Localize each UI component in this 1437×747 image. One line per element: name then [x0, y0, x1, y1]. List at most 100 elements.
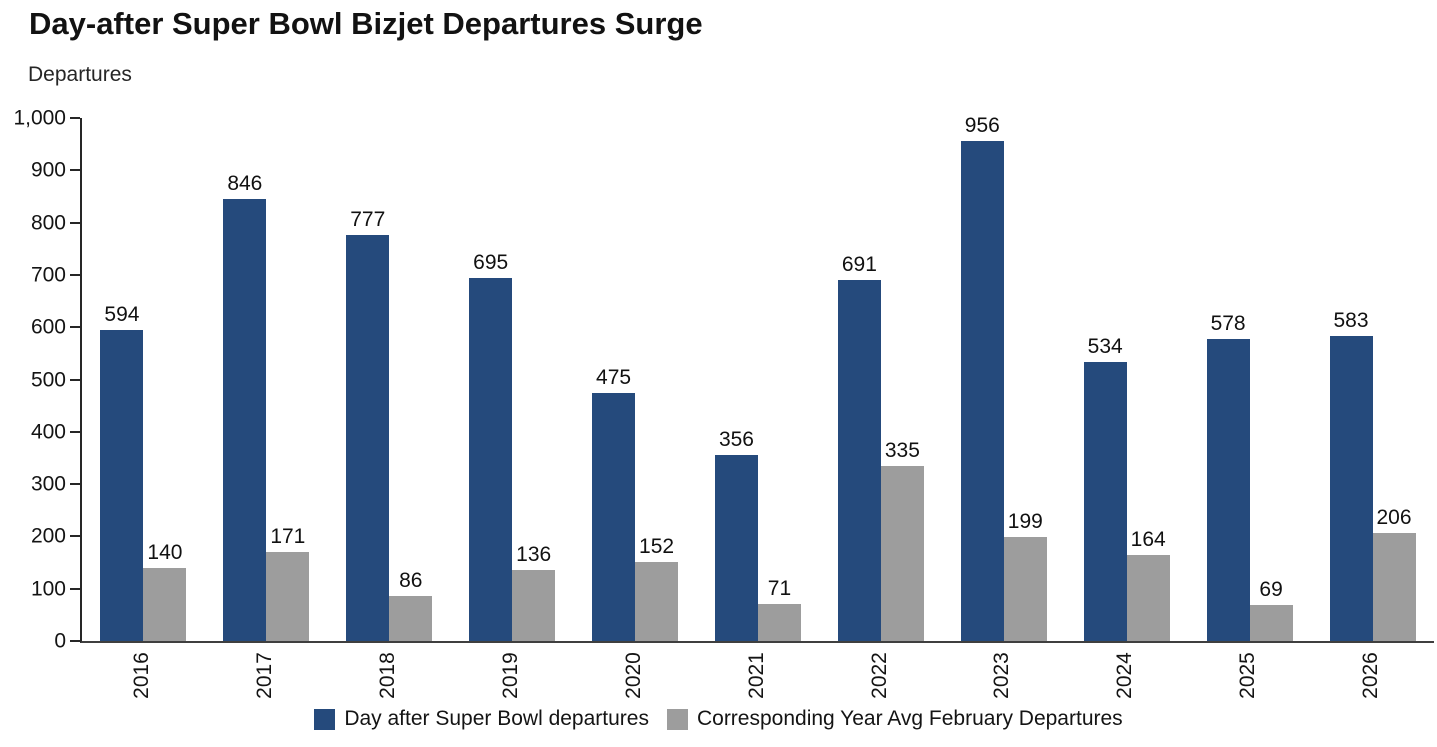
bar-secondary [389, 596, 433, 641]
bar-value-label: 206 [1376, 506, 1412, 530]
bar-col: 71 [757, 576, 801, 641]
x-tick-label: 2016 [129, 651, 153, 699]
legend: Day after Super Bowl departures Correspon… [0, 707, 1437, 731]
legend-label: Corresponding Year Avg February Departur… [696, 707, 1123, 730]
bar-value-label: 356 [718, 427, 754, 451]
bar-secondary [512, 569, 556, 641]
bar-col: 583 [1329, 310, 1373, 641]
y-tick-mark [70, 640, 80, 642]
x-tick-cell: 2019 [467, 647, 553, 703]
bar-col: 356 [714, 427, 758, 641]
x-axis-labels: 2016 2017 2018 2019 2020 2021 2022 2023 2024 2025… [80, 647, 1432, 703]
bar-col: 691 [837, 252, 881, 641]
bar-col: 335 [880, 438, 924, 641]
bar-group-2023: 956 199 [960, 115, 1047, 641]
bar-col: 164 [1126, 528, 1170, 641]
bar-col: 777 [346, 207, 390, 641]
y-tick-mark [70, 273, 80, 276]
bar-value-label: 594 [104, 303, 140, 327]
x-tick-label: 2020 [621, 651, 645, 699]
x-tick-label: 2025 [1236, 651, 1260, 699]
bar-col: 199 [1003, 511, 1047, 641]
y-tick-label: 700 [30, 263, 66, 287]
bar-col: 956 [960, 115, 1004, 641]
x-tick-cell: 2022 [836, 647, 922, 703]
bar-secondary [143, 567, 187, 641]
legend-label: Day after Super Bowl departures [344, 707, 649, 730]
bar-value-label: 171 [270, 524, 306, 548]
bar-secondary [1126, 555, 1170, 641]
x-tick-cell: 2023 [959, 647, 1045, 703]
x-tick-cell: 2026 [1328, 647, 1414, 703]
bar-primary [592, 392, 636, 641]
bar-group-2020: 475 152 [592, 365, 679, 641]
x-tick-cell: 2016 [98, 647, 184, 703]
x-tick-cell: 2025 [1205, 647, 1291, 703]
y-tick-label: 900 [30, 158, 66, 182]
x-tick-label: 2022 [867, 651, 891, 699]
y-tick-mark [70, 378, 80, 381]
bar-secondary [635, 561, 679, 641]
bar-primary [346, 234, 390, 641]
y-tick-label: 0 [54, 629, 66, 653]
bar-primary [100, 330, 144, 641]
bar-groups: 594 140 846 171 777 86 695 136 475 152 356 71 691 335… [82, 115, 1434, 641]
x-tick-label: 2021 [744, 651, 768, 699]
bar-col: 136 [512, 542, 556, 641]
bar-secondary [1372, 533, 1416, 641]
x-tick-label: 2018 [375, 651, 399, 699]
bar-value-label: 164 [1130, 528, 1166, 552]
bar-value-label: 534 [1087, 334, 1123, 358]
bar-col: 475 [592, 365, 636, 641]
y-tick-label: 200 [30, 524, 66, 548]
y-tick-mark [70, 221, 80, 224]
y-tick-mark [70, 587, 80, 590]
x-tick-cell: 2017 [221, 647, 307, 703]
x-tick-cell: 2024 [1082, 647, 1168, 703]
legend-item: Day after Super Bowl departures [314, 707, 649, 731]
bar-value-label: 691 [841, 252, 877, 276]
y-tick-label: 500 [30, 368, 66, 391]
bar-col: 534 [1083, 334, 1127, 641]
bar-secondary [880, 465, 924, 641]
bar-value-label: 846 [227, 171, 263, 195]
y-tick-label: 600 [30, 315, 66, 339]
bar-primary [1329, 336, 1373, 641]
y-tick-mark [70, 169, 80, 172]
bar-col: 140 [143, 542, 187, 641]
y-tick-label: 1,000 [13, 106, 66, 130]
x-tick-cell: 2020 [590, 647, 676, 703]
bar-group-2022: 691 335 [837, 252, 924, 641]
bar-secondary [1003, 536, 1047, 641]
bar-value-label: 335 [884, 438, 920, 462]
bar-col: 594 [100, 303, 144, 641]
bar-primary [1083, 361, 1127, 641]
bar-col: 695 [469, 250, 513, 641]
y-tick-mark [70, 326, 80, 329]
y-tick-mark [70, 483, 80, 486]
bar-group-2024: 534 164 [1083, 334, 1170, 641]
y-tick-label: 400 [30, 420, 66, 444]
bar-secondary [1249, 604, 1293, 641]
y-tick-label: 300 [30, 472, 66, 496]
bar-col: 206 [1372, 506, 1416, 641]
bar-group-2018: 777 86 [346, 207, 433, 641]
bar-value-label: 71 [767, 576, 792, 600]
bar-value-label: 136 [516, 542, 552, 566]
bar-value-label: 695 [473, 250, 509, 274]
legend-swatch [314, 708, 336, 730]
x-tick-label: 2019 [498, 651, 522, 699]
bar-primary [960, 141, 1004, 641]
bar-value-label: 475 [596, 365, 632, 389]
bar-value-label: 86 [399, 569, 423, 592]
y-axis-title: Departures [28, 63, 132, 86]
bar-primary [837, 279, 881, 641]
bar-col: 846 [223, 171, 267, 641]
bar-col: 578 [1206, 313, 1250, 641]
y-tick-mark [70, 430, 80, 433]
bar-value-label: 777 [350, 207, 386, 231]
y-tick-label: 800 [30, 211, 66, 235]
x-tick-label: 2024 [1113, 651, 1137, 699]
bar-secondary [757, 603, 801, 641]
